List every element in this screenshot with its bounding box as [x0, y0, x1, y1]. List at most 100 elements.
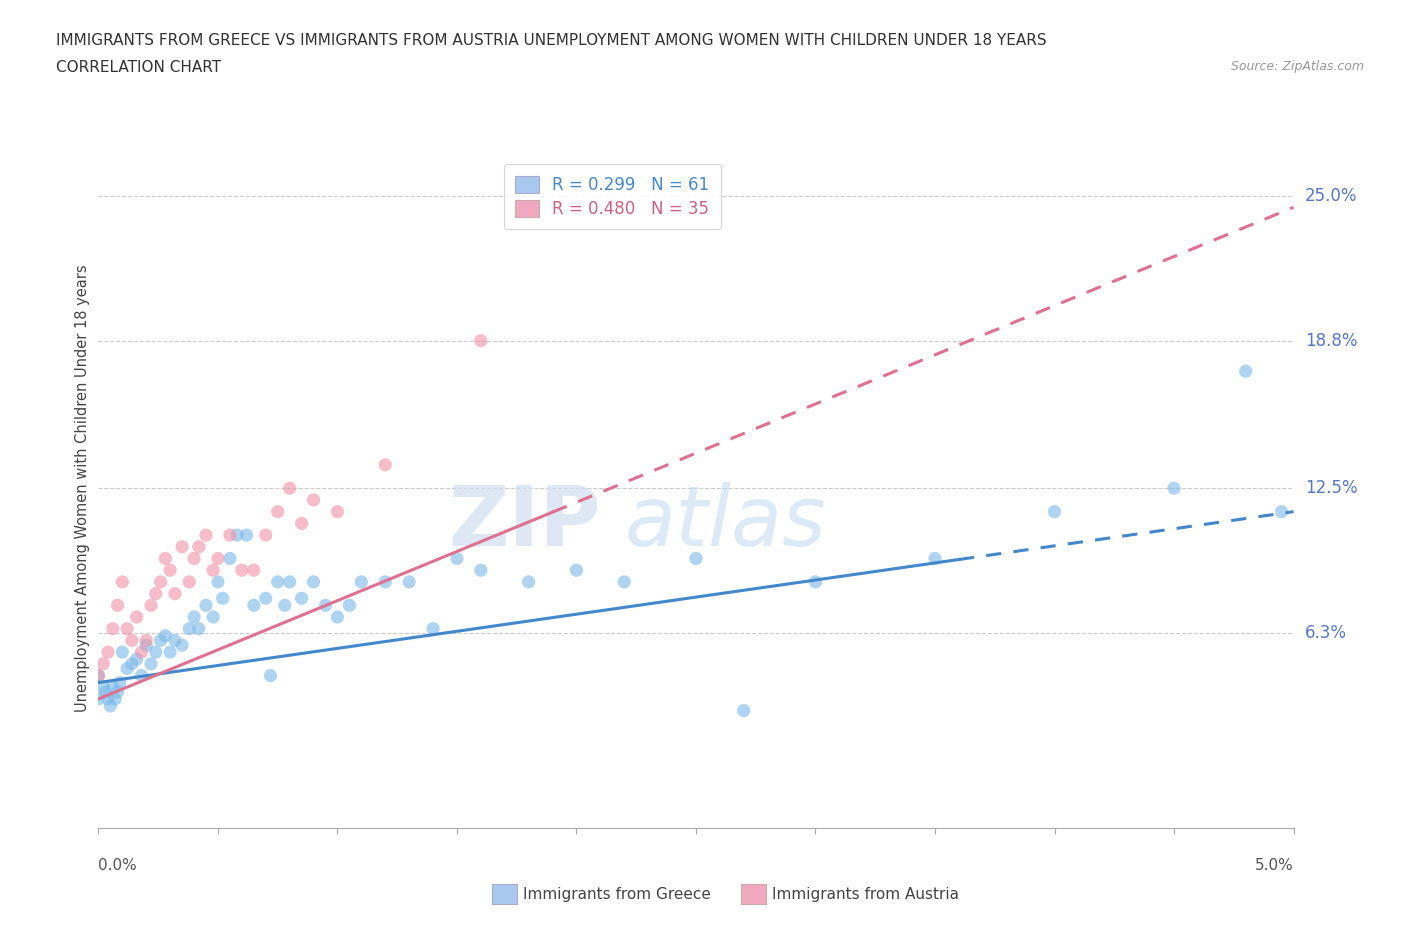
Point	[1271, 504, 1294, 519]
Point	[111, 575, 134, 590]
Point	[179, 621, 201, 636]
Point	[254, 527, 277, 542]
Text: 0.0%: 0.0%	[98, 858, 138, 873]
Point	[121, 657, 143, 671]
Point	[159, 563, 181, 578]
Point	[149, 575, 172, 590]
Text: Immigrants from Austria: Immigrants from Austria	[772, 887, 959, 902]
Point	[179, 575, 201, 590]
Point	[422, 621, 444, 636]
Point	[163, 586, 186, 601]
Point	[107, 684, 129, 699]
Point	[194, 527, 218, 542]
Point	[243, 598, 266, 613]
Point	[135, 638, 157, 653]
Point	[290, 591, 312, 605]
Point	[267, 575, 290, 590]
Point	[149, 633, 172, 648]
Point	[235, 527, 257, 542]
Point	[685, 551, 707, 566]
Y-axis label: Unemployment Among Women with Children Under 18 years: Unemployment Among Women with Children U…	[75, 264, 90, 712]
Point	[302, 493, 325, 508]
Point	[326, 504, 349, 519]
Point	[207, 575, 229, 590]
Text: IMMIGRANTS FROM GREECE VS IMMIGRANTS FROM AUSTRIA UNEMPLOYMENT AMONG WOMEN WITH : IMMIGRANTS FROM GREECE VS IMMIGRANTS FRO…	[56, 33, 1047, 47]
Point	[274, 598, 297, 613]
Point	[97, 644, 120, 659]
Text: Immigrants from Greece: Immigrants from Greece	[523, 887, 711, 902]
Point	[131, 668, 153, 683]
Point	[187, 621, 209, 636]
Point	[108, 675, 131, 690]
Point	[172, 638, 194, 653]
Point	[97, 692, 120, 707]
Point	[202, 609, 225, 624]
Point	[243, 563, 266, 578]
Text: Source: ZipAtlas.com: Source: ZipAtlas.com	[1230, 60, 1364, 73]
Point	[159, 644, 181, 659]
Point	[194, 598, 218, 613]
Text: ZIP: ZIP	[449, 482, 600, 563]
Point	[101, 621, 124, 636]
Point	[172, 539, 194, 554]
Point	[145, 644, 167, 659]
Point	[87, 668, 110, 683]
Point	[104, 692, 127, 707]
Point	[231, 563, 253, 578]
Point	[207, 551, 229, 566]
Point	[290, 516, 312, 531]
Point	[87, 692, 110, 707]
Point	[374, 458, 396, 472]
Point	[183, 609, 205, 624]
Point	[121, 633, 143, 648]
Point	[267, 504, 290, 519]
Point	[135, 633, 157, 648]
Point	[115, 621, 138, 636]
Point	[470, 563, 492, 578]
Point	[125, 609, 148, 624]
Point	[98, 698, 122, 713]
Text: 12.5%: 12.5%	[1305, 479, 1357, 498]
Point	[101, 680, 124, 695]
Point	[211, 591, 233, 605]
Point	[226, 527, 249, 542]
Point	[155, 629, 177, 644]
Point	[163, 633, 186, 648]
Point	[259, 668, 281, 683]
Point	[613, 575, 636, 590]
Point	[278, 575, 301, 590]
Point	[446, 551, 468, 566]
Point	[314, 598, 337, 613]
Point	[565, 563, 588, 578]
Text: 25.0%: 25.0%	[1305, 187, 1357, 205]
Point	[94, 684, 117, 699]
Point	[202, 563, 225, 578]
Point	[470, 333, 492, 348]
Point	[91, 657, 114, 671]
Point	[278, 481, 301, 496]
Text: CORRELATION CHART: CORRELATION CHART	[56, 60, 221, 75]
Point	[924, 551, 946, 566]
Point	[139, 598, 162, 613]
Legend: R = 0.299   N = 61, R = 0.480   N = 35: R = 0.299 N = 61, R = 0.480 N = 35	[503, 164, 721, 230]
Point	[804, 575, 827, 590]
Text: 5.0%: 5.0%	[1254, 858, 1294, 873]
Point	[374, 575, 396, 590]
Point	[517, 575, 540, 590]
Point	[87, 668, 110, 683]
Point	[155, 551, 177, 566]
Point	[254, 591, 277, 605]
Point	[111, 644, 134, 659]
Point	[1234, 364, 1257, 379]
Point	[125, 652, 148, 667]
Point	[1043, 504, 1066, 519]
Point	[183, 551, 205, 566]
Point	[219, 527, 242, 542]
Point	[1163, 481, 1185, 496]
Point	[145, 586, 167, 601]
Point	[107, 598, 129, 613]
Text: atlas: atlas	[624, 482, 825, 563]
Text: 6.3%: 6.3%	[1305, 624, 1347, 643]
Point	[115, 661, 138, 676]
Point	[339, 598, 360, 613]
